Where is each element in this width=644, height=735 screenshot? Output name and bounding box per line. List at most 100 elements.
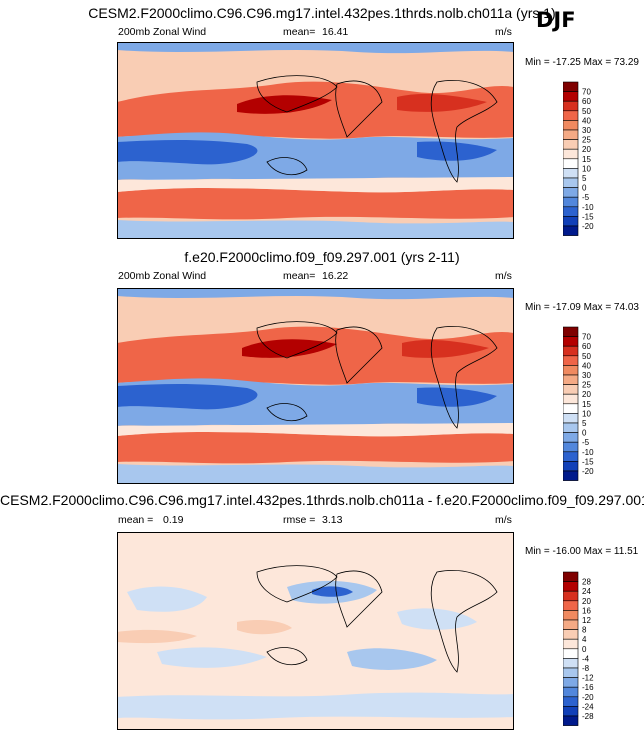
colorbar-box — [563, 600, 579, 611]
colorbar-box — [563, 422, 579, 433]
colorbar-label: 70 — [582, 333, 591, 342]
colorbar-box — [563, 715, 579, 726]
colorbar-label: -5 — [582, 193, 590, 202]
colorbar-label: 28 — [582, 578, 591, 587]
colorbar-box — [563, 110, 579, 121]
panel2-map-frame — [117, 288, 514, 484]
panel1-units: m/s — [495, 26, 512, 38]
colorbar-label: 50 — [582, 107, 591, 116]
panel3-coastline-europe-africa — [335, 570, 383, 628]
panel1-mean-label: mean= — [283, 26, 316, 38]
panel2-easterly-core-indian — [117, 384, 258, 410]
colorbar-box — [563, 206, 579, 217]
panel2-coastline-europe-africa — [335, 326, 383, 384]
colorbar-box — [563, 393, 579, 405]
colorbar-label: -24 — [582, 702, 594, 711]
colorbar-label: 10 — [582, 409, 591, 418]
colorbar-box — [563, 345, 579, 357]
colorbar-box — [563, 441, 579, 453]
colorbar-box — [563, 686, 579, 698]
colorbar-box — [563, 384, 579, 395]
colorbar-label: 20 — [582, 390, 591, 399]
panel1-jet-core-atlantic — [397, 94, 487, 112]
colorbar-label: 4 — [582, 635, 587, 644]
panel1-mean-value: 16.41 — [322, 26, 349, 38]
colorbar-box — [563, 374, 579, 385]
panel3-anomaly-sh-band — [117, 692, 514, 720]
panel2-units: m/s — [495, 270, 512, 282]
colorbar-label: -4 — [582, 654, 590, 663]
panel3-mean-value: 0.19 — [163, 514, 184, 526]
colorbar-box — [563, 451, 579, 462]
colorbar-box — [563, 658, 579, 669]
panel1-coastline-americas — [430, 80, 498, 183]
colorbar-box — [563, 120, 579, 131]
panel2-coastline-asia — [256, 321, 338, 359]
colorbar-label: 50 — [582, 352, 591, 361]
colorbar-label: -12 — [582, 674, 594, 683]
panel2-sh-transition — [117, 423, 514, 437]
panel2-arctic-band — [117, 288, 514, 300]
colorbar-label: -20 — [582, 693, 594, 702]
panel3-anomaly-core — [312, 586, 353, 597]
colorbar-label: 30 — [582, 126, 591, 135]
colorbar-box — [563, 158, 579, 169]
panel3-coastline-asia — [256, 565, 338, 603]
panel1-jet-core-asia — [237, 95, 332, 114]
panel1-antarctic-band — [117, 220, 514, 239]
panel1-easterly-core-indian — [117, 140, 258, 165]
season-label: DJF — [536, 8, 576, 32]
panel1-minmax: Min = -17.25 Max = 73.29 — [525, 57, 639, 68]
colorbar-label: 60 — [582, 342, 591, 351]
colorbar-box — [563, 677, 579, 688]
colorbar-box — [563, 571, 579, 582]
colorbar-label: 30 — [582, 371, 591, 380]
panel1-title: CESM2.F2000climo.C96.C96.mg17.intel.432p… — [88, 5, 556, 21]
panel3-map-frame — [117, 532, 514, 730]
colorbar-label: -15 — [582, 212, 594, 221]
colorbar-box — [563, 432, 579, 443]
colorbar-label: 25 — [582, 381, 591, 390]
colorbar-label: -28 — [582, 712, 594, 721]
colorbar-box — [563, 413, 579, 424]
colorbar-box — [563, 355, 579, 366]
colorbar-label: -20 — [582, 467, 594, 476]
panel1-coastline-asia — [256, 75, 338, 113]
panel2-map — [117, 288, 514, 484]
colorbar-box — [563, 619, 579, 630]
colorbar-label: 0 — [582, 184, 587, 193]
panel1-sh-jet — [117, 187, 514, 220]
panel1-coastline-europe-africa — [335, 80, 383, 138]
colorbar-label: 5 — [582, 174, 587, 183]
panel2-sh-jet — [117, 431, 514, 464]
colorbar-label: 8 — [582, 626, 587, 635]
panel3-map — [117, 532, 514, 730]
colorbar-label: 16 — [582, 606, 591, 615]
colorbar-box — [563, 139, 579, 150]
colorbar-label: 15 — [582, 155, 591, 164]
colorbar-label: -16 — [582, 683, 594, 692]
colorbar-label: 40 — [582, 361, 591, 370]
panel3-coastline-australia — [266, 647, 308, 666]
colorbar-box — [563, 177, 579, 188]
panel3-title: CESM2.F2000climo.C96.C96.mg17.intel.432p… — [0, 492, 644, 508]
colorbar-label: -10 — [582, 203, 594, 212]
colorbar-box — [563, 91, 579, 102]
colorbar-label: 10 — [582, 164, 591, 173]
colorbar-box — [563, 610, 579, 621]
panel1-coastline-australia — [266, 157, 308, 176]
colorbar-box — [563, 667, 579, 678]
colorbar-label: 24 — [582, 587, 591, 596]
colorbar-box — [563, 403, 579, 414]
panel3-mean-label: mean = — [118, 514, 154, 526]
colorbar-box — [563, 100, 579, 112]
panel3-units: m/s — [495, 514, 512, 526]
colorbar-label: 25 — [582, 136, 591, 145]
colorbar-label: -15 — [582, 457, 594, 466]
panel3-rmse-value: 3.13 — [322, 514, 343, 526]
colorbar-label: 20 — [582, 145, 591, 154]
colorbar-box — [563, 365, 579, 376]
colorbar-box — [563, 129, 579, 140]
panel2-mean-value: 16.22 — [322, 270, 349, 282]
